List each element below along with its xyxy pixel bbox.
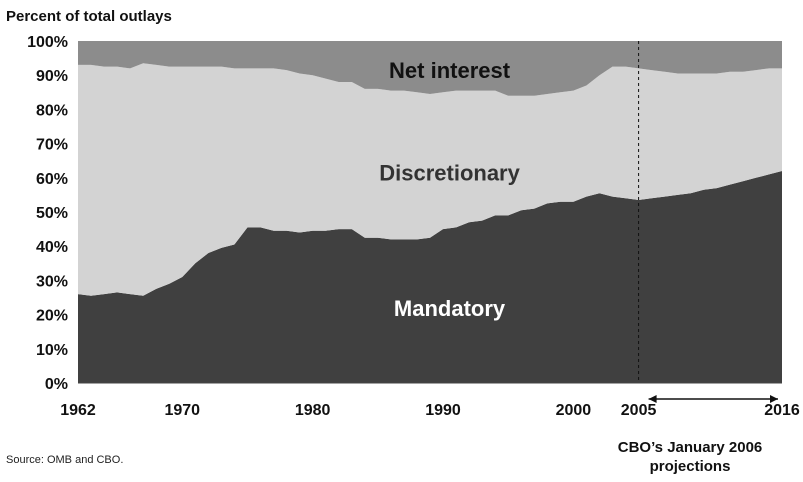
y-tick-label: 0% — [45, 376, 68, 393]
y-tick-label: 90% — [36, 68, 68, 85]
projection-arrow-left — [648, 395, 657, 403]
label-discretionary: Discretionary — [379, 161, 520, 186]
x-tick-label: 2016 — [764, 402, 800, 419]
y-tick-label: 30% — [36, 273, 68, 290]
label-net-interest: Net interest — [389, 58, 511, 83]
x-tick-label: 1962 — [60, 402, 96, 419]
label-mandatory: Mandatory — [394, 296, 506, 321]
y-tick-label: 20% — [36, 308, 68, 325]
y-tick-label: 10% — [36, 342, 68, 359]
y-tick-label: 100% — [27, 34, 68, 51]
x-tick-label: 1990 — [425, 402, 461, 419]
y-tick-label: 50% — [36, 205, 68, 222]
y-axis-title: Percent of total outlays — [6, 8, 172, 25]
y-tick-label: 40% — [36, 239, 68, 256]
x-tick-label: 2000 — [556, 402, 592, 419]
y-tick-label: 60% — [36, 171, 68, 188]
area-discretionary — [78, 63, 782, 296]
x-tick-label: 1970 — [164, 402, 200, 419]
y-tick-label: 70% — [36, 137, 68, 154]
source-note: Source: OMB and CBO. — [6, 454, 124, 466]
projection-annotation: CBO’s January 2006 projections — [617, 439, 763, 475]
x-tick-label: 1980 — [295, 402, 331, 419]
projection-arrow-right — [770, 395, 778, 403]
y-tick-label: 80% — [36, 102, 68, 119]
x-tick-label: 2005 — [621, 402, 657, 419]
area-mandatory — [78, 171, 782, 383]
area-net-interest — [78, 41, 782, 96]
